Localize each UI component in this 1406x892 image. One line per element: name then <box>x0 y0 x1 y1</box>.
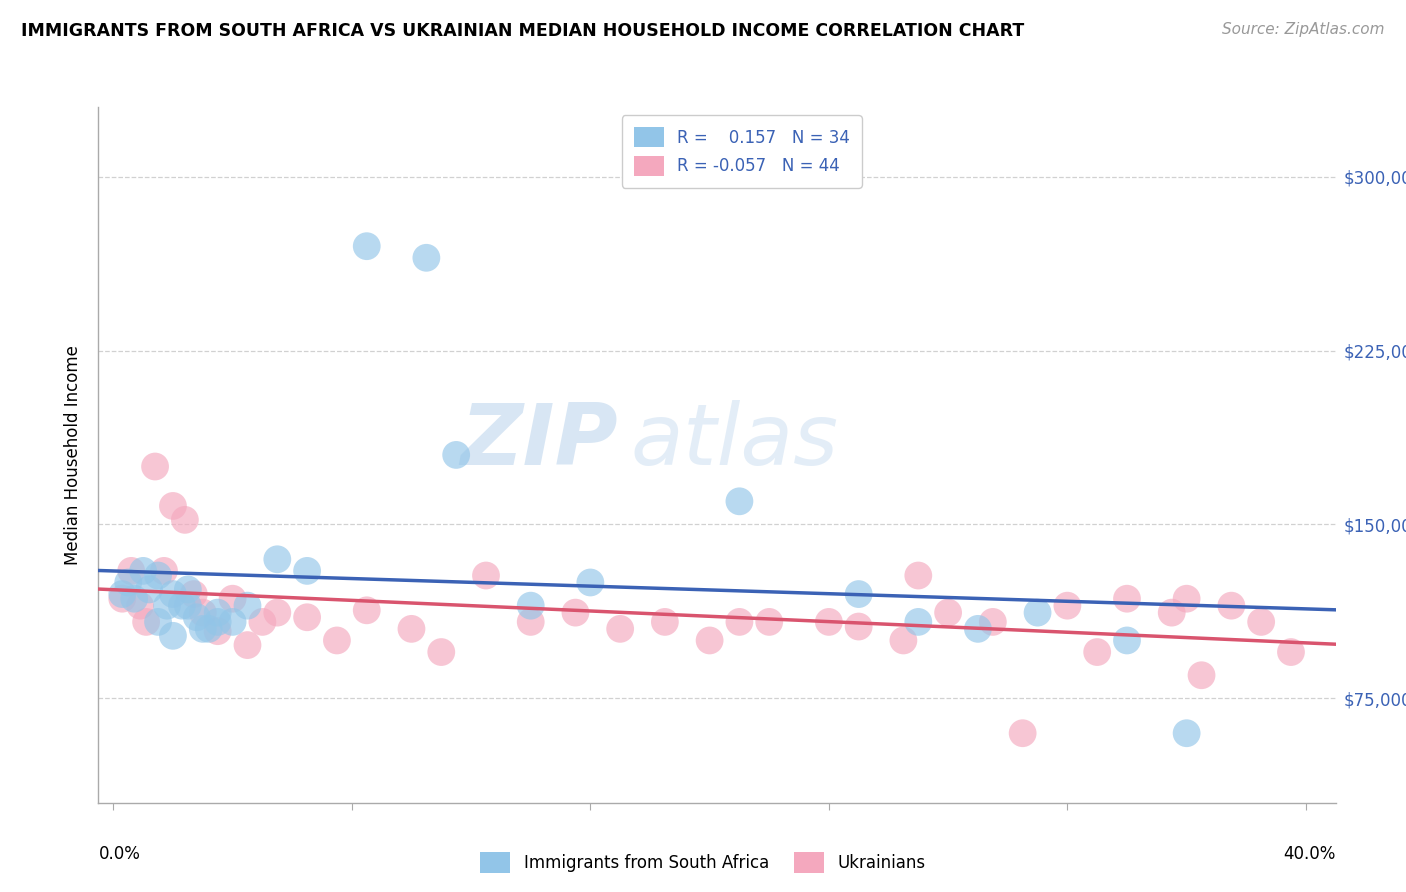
Point <box>173 513 195 527</box>
Point <box>1220 599 1243 613</box>
Point <box>186 610 208 624</box>
Point <box>236 638 259 652</box>
Point <box>758 615 780 629</box>
Point <box>519 615 541 629</box>
Point <box>207 624 229 639</box>
Point <box>728 615 751 629</box>
Point <box>981 615 1004 629</box>
Point <box>1056 599 1078 613</box>
Point <box>907 568 929 582</box>
Point <box>1279 645 1302 659</box>
Point <box>967 622 990 636</box>
Point <box>401 622 423 636</box>
Point <box>177 599 200 613</box>
Point <box>143 459 166 474</box>
Point <box>153 564 176 578</box>
Text: 0.0%: 0.0% <box>98 845 141 863</box>
Point <box>111 591 134 606</box>
Point <box>252 615 274 629</box>
Point <box>1250 615 1272 629</box>
Point <box>1175 591 1198 606</box>
Point <box>207 615 229 629</box>
Text: atlas: atlas <box>630 400 838 483</box>
Point <box>191 622 214 636</box>
Point <box>266 606 288 620</box>
Point <box>183 587 205 601</box>
Point <box>146 568 169 582</box>
Point <box>893 633 915 648</box>
Point <box>111 587 134 601</box>
Point <box>1011 726 1033 740</box>
Point <box>170 599 193 613</box>
Point <box>1160 606 1182 620</box>
Point <box>519 599 541 613</box>
Point <box>162 587 184 601</box>
Point <box>295 564 318 578</box>
Point <box>156 599 179 613</box>
Point <box>907 615 929 629</box>
Point <box>221 615 243 629</box>
Point <box>1116 633 1139 648</box>
Y-axis label: Median Household Income: Median Household Income <box>65 345 83 565</box>
Point <box>475 568 498 582</box>
Point <box>191 606 214 620</box>
Legend: R =    0.157   N = 34, R = -0.057   N = 44: R = 0.157 N = 34, R = -0.057 N = 44 <box>621 115 862 187</box>
Point <box>848 587 870 601</box>
Point <box>654 615 676 629</box>
Text: 40.0%: 40.0% <box>1284 845 1336 863</box>
Point <box>818 615 841 629</box>
Point <box>295 610 318 624</box>
Point <box>1116 591 1139 606</box>
Point <box>1026 606 1049 620</box>
Text: ZIP: ZIP <box>460 400 619 483</box>
Point <box>356 239 378 253</box>
Point <box>138 582 160 597</box>
Point <box>1175 726 1198 740</box>
Legend: Immigrants from South Africa, Ukrainians: Immigrants from South Africa, Ukrainians <box>474 846 932 880</box>
Point <box>146 615 169 629</box>
Point <box>444 448 467 462</box>
Point <box>122 591 145 606</box>
Point <box>221 591 243 606</box>
Point <box>162 499 184 513</box>
Point <box>699 633 721 648</box>
Point <box>579 575 602 590</box>
Point <box>728 494 751 508</box>
Point <box>120 564 142 578</box>
Point <box>1191 668 1213 682</box>
Point <box>162 629 184 643</box>
Point <box>177 582 200 597</box>
Point <box>326 633 349 648</box>
Point <box>132 564 155 578</box>
Point <box>129 599 152 613</box>
Point <box>1085 645 1108 659</box>
Point <box>236 599 259 613</box>
Point <box>266 552 288 566</box>
Point <box>564 606 586 620</box>
Point <box>430 645 453 659</box>
Point <box>356 603 378 617</box>
Point <box>207 606 229 620</box>
Point <box>609 622 631 636</box>
Point <box>135 615 157 629</box>
Point <box>848 619 870 633</box>
Point <box>117 575 139 590</box>
Text: IMMIGRANTS FROM SOUTH AFRICA VS UKRAINIAN MEDIAN HOUSEHOLD INCOME CORRELATION CH: IMMIGRANTS FROM SOUTH AFRICA VS UKRAINIA… <box>21 22 1025 40</box>
Point <box>936 606 959 620</box>
Text: Source: ZipAtlas.com: Source: ZipAtlas.com <box>1222 22 1385 37</box>
Point <box>415 251 437 265</box>
Point <box>197 622 219 636</box>
